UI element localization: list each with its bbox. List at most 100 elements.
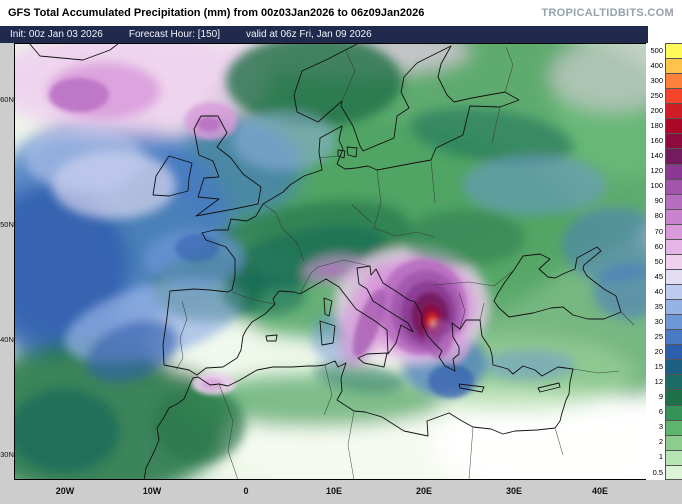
colorbar-value-label: 160 <box>650 136 663 146</box>
colorbar-value-label: 80 <box>654 211 663 221</box>
colorbar-row: 100 <box>646 178 682 194</box>
colorbar-row: 140 <box>646 148 682 164</box>
precipitation-field-cores <box>49 78 474 398</box>
colorbar-swatch <box>665 314 682 330</box>
colorbar-value-label: 25 <box>654 331 663 341</box>
colorbar-swatch <box>665 419 682 435</box>
colorbar-swatch <box>665 148 682 164</box>
colorbar-swatch <box>665 344 682 360</box>
colorbar-row: 45 <box>646 268 682 284</box>
colorbar-value-label: 2 <box>658 437 663 447</box>
colorbar-swatch <box>665 449 682 465</box>
colorbar-swatch <box>665 133 682 149</box>
colorbar-swatch <box>665 238 682 254</box>
latitude-axis <box>0 43 14 480</box>
colorbar-row: 30 <box>646 314 682 330</box>
lon-label-30e: 30E <box>505 486 523 496</box>
lon-label-20e: 20E <box>415 486 433 496</box>
colorbar-swatch <box>665 374 682 390</box>
colorbar-value-label: 100 <box>650 181 663 191</box>
colorbar-swatch <box>665 329 682 345</box>
colorbar-row: 180 <box>646 118 682 134</box>
colorbar-value-label: 45 <box>654 271 663 281</box>
colorbar-swatch <box>665 163 682 179</box>
colorbar-value-label: 0.5 <box>652 467 663 477</box>
colorbar-row: 400 <box>646 58 682 74</box>
colorbar-value-label: 12 <box>654 377 663 387</box>
colorbar-swatch <box>665 223 682 239</box>
colorbar-swatch <box>665 178 682 194</box>
colorbar-value-label: 90 <box>654 196 663 206</box>
colorbar-row: 1 <box>646 449 682 465</box>
colorbar-row: 50 <box>646 253 682 269</box>
colorbar-row: 250 <box>646 88 682 104</box>
colorbar-row: 2 <box>646 434 682 450</box>
colorbar-row: 15 <box>646 359 682 375</box>
colorbar-value-label: 250 <box>650 90 663 100</box>
colorbar-swatch <box>665 284 682 300</box>
colorbar-row: 6 <box>646 404 682 420</box>
colorbar-row: 80 <box>646 208 682 224</box>
colorbar-value-label: 180 <box>650 121 663 131</box>
info-bar: Init: 00z Jan 03 2026 Forecast Hour: [15… <box>0 26 648 43</box>
lon-label-40e: 40E <box>591 486 609 496</box>
colorbar-row: 500 <box>646 43 682 59</box>
colorbar-value-label: 200 <box>650 106 663 116</box>
colorbar-value-label: 500 <box>650 45 663 55</box>
colorbar-swatch <box>665 268 682 284</box>
colorbar-swatch <box>665 359 682 375</box>
colorbar-value-label: 30 <box>654 316 663 326</box>
colorbar-swatch <box>665 103 682 119</box>
colorbar-swatch <box>665 58 682 74</box>
colorbar-value-label: 35 <box>654 301 663 311</box>
colorbar-value-label: 60 <box>654 241 663 251</box>
colorbar-swatch <box>665 253 682 269</box>
precipitation-map <box>14 43 648 480</box>
init-time: Init: 00z Jan 03 2026 <box>10 29 103 40</box>
lat-label-60n: 60N <box>0 95 14 104</box>
colorbar-row: 3 <box>646 419 682 435</box>
colorbar-row: 25 <box>646 329 682 345</box>
colorbar-value-label: 70 <box>654 226 663 236</box>
colorbar-value-label: 1 <box>658 452 663 462</box>
longitude-axis <box>0 480 682 504</box>
colorbar-swatch <box>665 43 682 59</box>
colorbar-value-label: 300 <box>650 75 663 85</box>
colorbar-value-label: 400 <box>650 60 663 70</box>
forecast-hour: Forecast Hour: [150] <box>128 29 221 40</box>
colorbar-value-label: 50 <box>654 256 663 266</box>
colorbar-value-label: 140 <box>650 151 663 161</box>
colorbar-row: 40 <box>646 284 682 300</box>
colorbar: 500 400 300 250 200 180 160 140 120 100 90 80 70 60 50… <box>646 43 682 480</box>
colorbar-swatch <box>665 208 682 224</box>
colorbar-swatch <box>665 299 682 315</box>
colorbar-value-label: 15 <box>654 362 663 372</box>
country-borders <box>175 46 635 480</box>
valid-time: valid at 06z Fri, Jan 09 2026 <box>246 29 372 40</box>
colorbar-row: 60 <box>646 238 682 254</box>
colorbar-row: 0.5 <box>646 464 682 480</box>
title-bar: GFS Total Accumulated Precipitation (mm)… <box>0 0 682 26</box>
precipitation-field-regional <box>14 43 648 473</box>
map-canvas <box>14 43 648 480</box>
colorbar-swatch <box>665 464 682 480</box>
lat-label-30n: 30N <box>0 450 14 459</box>
colorbar-swatch <box>665 118 682 134</box>
colorbar-swatch <box>665 193 682 209</box>
colorbar-row: 20 <box>646 344 682 360</box>
site-watermark: TROPICALTIDBITS.COM <box>541 7 674 19</box>
lon-label-0: 0 <box>243 486 249 496</box>
map-title: GFS Total Accumulated Precipitation (mm)… <box>8 7 425 19</box>
colorbar-row: 35 <box>646 299 682 315</box>
lon-label-20w: 20W <box>55 486 75 496</box>
colorbar-row: 12 <box>646 374 682 390</box>
colorbar-row: 300 <box>646 73 682 89</box>
colorbar-swatch <box>665 434 682 450</box>
colorbar-row: 90 <box>646 193 682 209</box>
colorbar-row: 120 <box>646 163 682 179</box>
colorbar-swatch <box>665 404 682 420</box>
colorbar-value-label: 40 <box>654 286 663 296</box>
colorbar-swatch <box>665 73 682 89</box>
colorbar-swatch <box>665 88 682 104</box>
